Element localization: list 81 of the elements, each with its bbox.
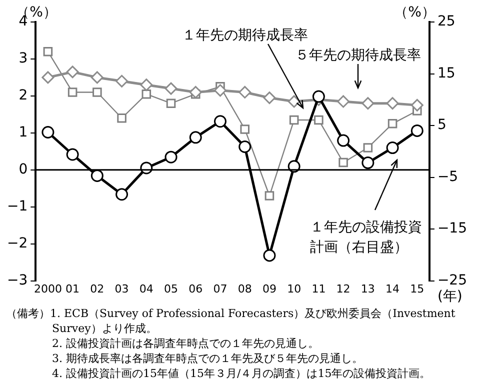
x-axis-title: (年) bbox=[437, 288, 462, 304]
x-tick-label: 10 bbox=[287, 282, 302, 296]
y-tick-label: −1 bbox=[6, 198, 28, 214]
point bbox=[312, 90, 325, 103]
point bbox=[263, 92, 276, 104]
point bbox=[164, 82, 178, 95]
x-tick-label: 02 bbox=[90, 282, 104, 296]
point bbox=[66, 148, 79, 161]
text: 4. 設備投資計画の15年値（15年３月/４月の調査）は15年の設備投資計画。 bbox=[51, 366, 432, 381]
x-tick-label: 09 bbox=[262, 282, 276, 296]
point bbox=[66, 66, 79, 78]
point bbox=[362, 97, 374, 110]
text: （備考）1. ECB（Survey of Professional Forecasters）及び欧州委員会（Investment Survey）より作成。 bbox=[6, 306, 456, 336]
point bbox=[386, 142, 399, 154]
point bbox=[337, 95, 350, 108]
point bbox=[140, 78, 153, 92]
y-tick-label: 1 bbox=[18, 124, 28, 141]
text: １年先の設備投資計画（右目盛） bbox=[310, 220, 422, 256]
point bbox=[164, 150, 178, 164]
x-tick-label: 12 bbox=[336, 282, 350, 296]
point bbox=[142, 89, 152, 99]
point bbox=[92, 88, 102, 97]
x-tick-label: 08 bbox=[238, 282, 252, 296]
point bbox=[288, 95, 300, 108]
point bbox=[90, 169, 104, 182]
point bbox=[214, 115, 226, 128]
y-tick-label: 0 bbox=[18, 162, 28, 178]
point bbox=[337, 134, 350, 147]
y2-axis-title: （%） bbox=[394, 4, 436, 21]
point bbox=[116, 188, 128, 201]
x-tick-label: 05 bbox=[164, 282, 178, 296]
y2-tick-label: 15 bbox=[437, 65, 456, 82]
point bbox=[410, 98, 424, 112]
point bbox=[238, 140, 252, 153]
point bbox=[166, 98, 176, 108]
point bbox=[189, 131, 202, 144]
point bbox=[314, 115, 324, 125]
point bbox=[264, 191, 274, 200]
y-tick-label: −2 bbox=[6, 235, 28, 252]
x-tick-label: 06 bbox=[188, 282, 203, 296]
point bbox=[117, 113, 126, 123]
y-tick-label: 4 bbox=[18, 14, 28, 30]
x-tick-label: 15 bbox=[410, 282, 424, 296]
point bbox=[363, 143, 373, 152]
point bbox=[214, 84, 226, 97]
x-tick-label: 03 bbox=[114, 282, 129, 296]
y-tick-label: −3 bbox=[6, 272, 28, 288]
point bbox=[386, 97, 399, 110]
x-tick-label: 04 bbox=[139, 282, 154, 296]
point bbox=[43, 46, 53, 56]
y2-tick-label: 25 bbox=[437, 14, 456, 30]
point bbox=[338, 158, 348, 168]
point bbox=[362, 156, 374, 170]
x-tick-label: 11 bbox=[312, 282, 326, 296]
point bbox=[68, 88, 78, 97]
y2-tick-label: −5 bbox=[437, 168, 458, 185]
x-tick-label: 13 bbox=[360, 282, 375, 296]
point bbox=[189, 86, 202, 98]
x-tick-label: 14 bbox=[386, 282, 400, 296]
y-tick-label: 2 bbox=[18, 88, 28, 104]
point bbox=[116, 74, 128, 88]
point bbox=[42, 126, 54, 138]
text: １年先の期待成長率 bbox=[182, 28, 308, 44]
x-tick-label: 01 bbox=[66, 282, 80, 296]
point bbox=[42, 71, 54, 84]
x-tick-label: 2000 bbox=[34, 282, 62, 296]
point bbox=[289, 115, 299, 125]
point bbox=[240, 124, 250, 134]
point bbox=[410, 124, 424, 137]
point bbox=[263, 249, 276, 262]
point bbox=[90, 71, 104, 84]
y2-tick-label: 5 bbox=[437, 117, 446, 134]
text: 2. 設備投資計画は各調査年時点での１年先の見通し。 bbox=[51, 336, 320, 351]
y-tick-label: 3 bbox=[18, 50, 28, 67]
y2-tick-label: −25 bbox=[437, 272, 467, 288]
x-tick-label: 07 bbox=[213, 282, 228, 296]
point bbox=[238, 86, 252, 98]
text: 3. 期待成長率は各調査年時点での１年先及び５年先の見通し。 bbox=[51, 351, 364, 366]
text: ５年先の期待成長率 bbox=[295, 48, 421, 64]
point bbox=[388, 119, 398, 128]
y2-tick-label: −15 bbox=[437, 220, 467, 237]
